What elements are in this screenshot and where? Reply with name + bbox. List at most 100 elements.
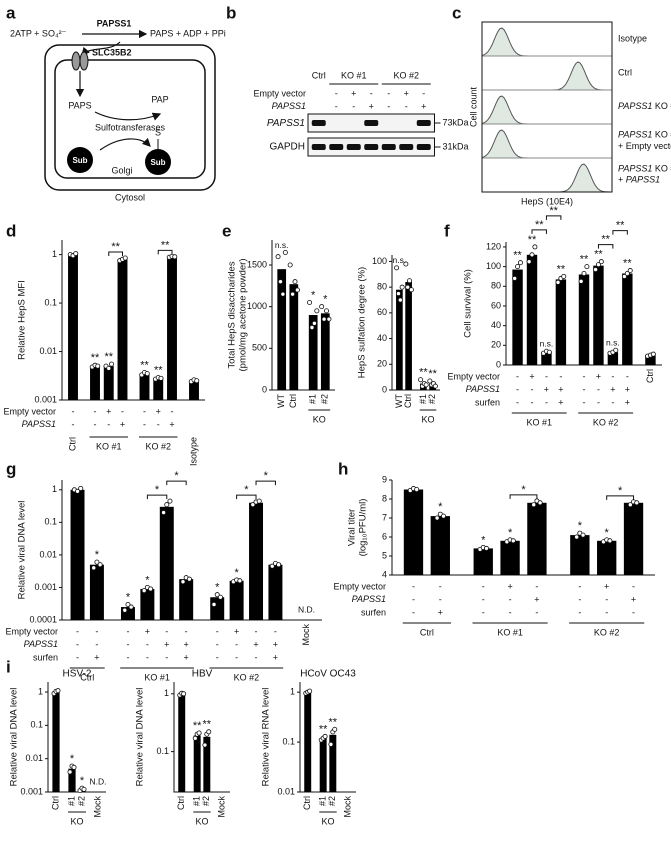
bracket bbox=[545, 215, 562, 220]
data-point bbox=[574, 534, 580, 540]
significance-label: ** bbox=[193, 720, 202, 732]
condition-sign: - bbox=[121, 406, 124, 416]
data-point bbox=[55, 688, 61, 694]
data-point bbox=[275, 254, 281, 260]
condition-label: PAPSS1 bbox=[352, 594, 386, 604]
data-point bbox=[319, 304, 325, 310]
data-point bbox=[256, 498, 262, 504]
x-tick-label: #2 bbox=[201, 796, 211, 806]
bar bbox=[645, 355, 656, 365]
data-point bbox=[307, 299, 313, 305]
data-point bbox=[75, 488, 81, 494]
significance-label: N.D. bbox=[298, 604, 315, 614]
x-tick-label: WT bbox=[276, 394, 286, 408]
x-tick-label: Ctrl bbox=[302, 796, 312, 810]
bar bbox=[578, 274, 590, 365]
data-point bbox=[405, 284, 411, 290]
data-point bbox=[403, 261, 409, 267]
bar bbox=[68, 254, 78, 400]
group-label: KO #1 bbox=[526, 417, 552, 427]
condition-sign: + bbox=[631, 594, 636, 604]
significance-label: ** bbox=[580, 254, 589, 266]
significance-label: * bbox=[234, 567, 239, 579]
bar bbox=[405, 282, 412, 390]
bar bbox=[193, 735, 201, 792]
bar bbox=[117, 259, 128, 400]
condition-sign: + bbox=[120, 419, 125, 429]
group-label: Ctrl bbox=[420, 627, 434, 637]
condition-sign: - bbox=[583, 397, 586, 407]
x-tick-label: #2 bbox=[320, 394, 330, 404]
significance-label: ** bbox=[623, 257, 632, 269]
condition-sign: - bbox=[143, 419, 146, 429]
significance-label: ** bbox=[203, 719, 212, 731]
bar bbox=[320, 313, 330, 390]
y-tick-label: 0.1 bbox=[156, 746, 169, 756]
group-label: KO #1 bbox=[497, 627, 523, 637]
significance-label: ** bbox=[154, 364, 163, 376]
blot-column-label: KO #2 bbox=[393, 70, 419, 80]
bar bbox=[90, 366, 100, 400]
condition-sign: - bbox=[531, 384, 534, 394]
chart-title: HCoV OC43 bbox=[300, 669, 356, 680]
group-label: Ctrl bbox=[80, 672, 94, 682]
y-tick-label: 20 bbox=[377, 359, 387, 369]
condition-sign: + bbox=[625, 397, 630, 407]
condition-sign: - bbox=[126, 652, 129, 662]
data-point bbox=[529, 252, 535, 258]
data-point bbox=[595, 262, 601, 268]
data-point bbox=[309, 324, 315, 330]
y-tick-label: 8 bbox=[382, 493, 387, 503]
condition-sign: - bbox=[611, 397, 614, 407]
y-tick-label: 80 bbox=[377, 282, 387, 292]
data-point bbox=[287, 262, 293, 268]
condition-sign: + bbox=[234, 626, 239, 636]
y-tick-label: 1 bbox=[290, 687, 295, 697]
bracket-label: * bbox=[264, 470, 269, 482]
data-point bbox=[94, 559, 100, 565]
data-point bbox=[282, 249, 288, 255]
bracket-label: * bbox=[244, 484, 249, 496]
x-tick-label: Ctrl bbox=[176, 796, 186, 810]
condition-sign: - bbox=[157, 419, 160, 429]
bar bbox=[277, 269, 287, 390]
data-point bbox=[294, 287, 300, 293]
blot-sign: - bbox=[387, 88, 390, 98]
flow-label: + PAPSS1 bbox=[618, 175, 660, 185]
arrow bbox=[94, 111, 162, 121]
data-point bbox=[517, 260, 523, 266]
bar bbox=[189, 380, 199, 400]
bar bbox=[103, 366, 114, 400]
data-point bbox=[532, 244, 538, 250]
data-point bbox=[217, 594, 223, 600]
condition-sign: - bbox=[76, 639, 79, 649]
y-axis-label: Relative viral DNA level bbox=[9, 688, 20, 787]
data-point bbox=[144, 371, 150, 377]
condition-sign: - bbox=[597, 384, 600, 394]
significance-label: ** bbox=[428, 368, 437, 380]
bar bbox=[623, 502, 644, 575]
data-point bbox=[598, 259, 604, 265]
group-label: KO #2 bbox=[593, 417, 619, 427]
data-point bbox=[483, 545, 489, 551]
condition-sign: + bbox=[273, 652, 278, 662]
data-point bbox=[202, 742, 208, 748]
bar bbox=[229, 580, 244, 620]
data-point bbox=[269, 563, 275, 569]
diagram-text: 2ATP + SO₄²⁻ bbox=[10, 28, 67, 38]
condition-sign: - bbox=[509, 594, 512, 604]
bar bbox=[140, 588, 155, 620]
y-tick-label: 0.1 bbox=[30, 720, 43, 730]
data-point bbox=[546, 349, 552, 355]
data-point bbox=[423, 382, 429, 388]
data-point bbox=[324, 308, 330, 314]
data-point bbox=[332, 726, 338, 732]
panel-label: h bbox=[338, 459, 348, 478]
condition-sign: - bbox=[143, 406, 146, 416]
significance-label: n.s. bbox=[393, 255, 407, 265]
y-tick-label: 60 bbox=[491, 300, 501, 310]
significance-label: * bbox=[126, 591, 131, 603]
y-tick-label: 0.1 bbox=[44, 297, 57, 307]
significance-label: n.s. bbox=[606, 337, 620, 347]
blot-band bbox=[416, 120, 431, 126]
